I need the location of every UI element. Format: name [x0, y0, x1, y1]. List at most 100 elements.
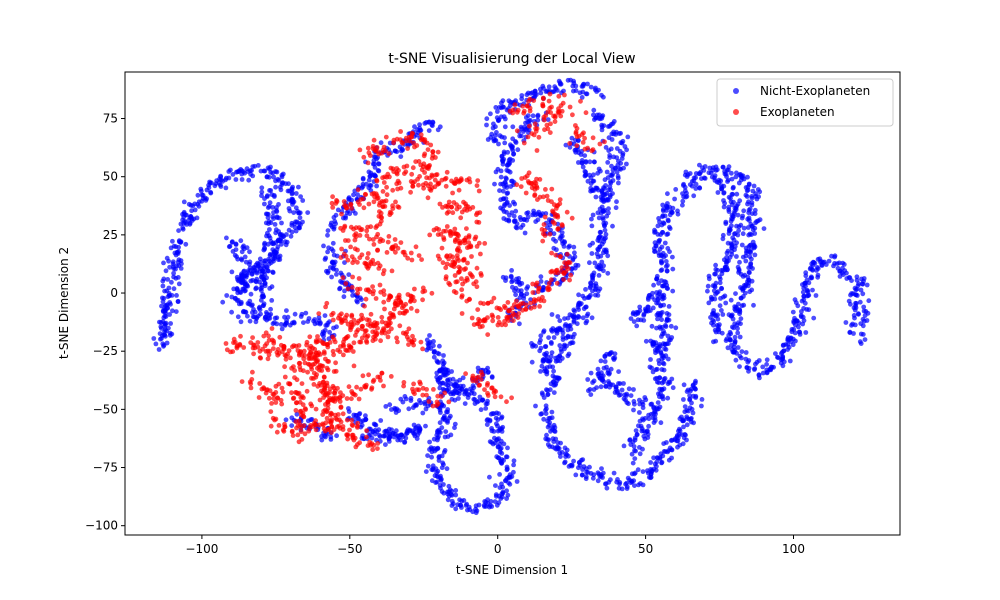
- data-point: [588, 370, 594, 376]
- data-point: [582, 135, 587, 141]
- data-point: [489, 299, 494, 305]
- data-point: [363, 413, 368, 419]
- data-point: [659, 386, 665, 392]
- data-point: [548, 340, 554, 345]
- data-point: [510, 311, 516, 316]
- data-point: [364, 228, 370, 234]
- data-point: [687, 397, 692, 403]
- data-point: [366, 169, 372, 175]
- data-point: [457, 239, 462, 244]
- data-point: [170, 238, 175, 244]
- data-point: [531, 98, 537, 103]
- data-point: [538, 86, 543, 92]
- data-point: [430, 467, 436, 473]
- data-point: [624, 161, 629, 167]
- data-point: [492, 499, 498, 504]
- data-point: [282, 424, 288, 430]
- data-point: [804, 277, 810, 283]
- data-point: [409, 339, 414, 344]
- data-point: [732, 321, 738, 327]
- data-point: [502, 135, 507, 141]
- data-point: [587, 285, 593, 291]
- data-point: [538, 333, 544, 339]
- data-point: [532, 193, 537, 199]
- data-point: [169, 279, 174, 285]
- data-point: [369, 441, 375, 446]
- data-point: [504, 176, 509, 182]
- data-point: [662, 279, 667, 284]
- data-point: [257, 256, 263, 262]
- data-point: [864, 282, 870, 288]
- data-point: [220, 299, 226, 305]
- data-point: [269, 401, 274, 406]
- data-point: [378, 338, 383, 344]
- data-point: [330, 248, 336, 254]
- data-point: [790, 309, 796, 315]
- data-point: [416, 182, 421, 188]
- data-point: [621, 443, 627, 449]
- data-point: [742, 285, 747, 291]
- data-point: [404, 430, 410, 436]
- data-point: [589, 315, 595, 321]
- data-point: [395, 433, 401, 438]
- data-point: [349, 422, 355, 428]
- data-point: [651, 455, 656, 461]
- data-point: [299, 311, 305, 317]
- data-point: [343, 335, 349, 341]
- data-point: [712, 284, 718, 290]
- data-point: [374, 178, 380, 184]
- data-point: [435, 429, 440, 435]
- data-point: [406, 326, 412, 332]
- data-point: [731, 325, 736, 331]
- data-point: [754, 196, 760, 202]
- data-point: [316, 311, 322, 316]
- data-point: [737, 307, 742, 313]
- data-point: [360, 373, 366, 379]
- data-point: [733, 174, 739, 180]
- data-point: [854, 274, 860, 280]
- data-point: [163, 322, 168, 327]
- data-point: [586, 294, 592, 300]
- data-point: [408, 298, 414, 303]
- data-point: [392, 237, 398, 242]
- data-point: [604, 197, 609, 202]
- data-point: [655, 400, 661, 405]
- data-point: [436, 434, 441, 439]
- data-point: [815, 274, 821, 280]
- data-point: [665, 395, 671, 401]
- data-point: [846, 275, 852, 280]
- data-point: [746, 210, 752, 216]
- data-point: [241, 169, 246, 175]
- data-point: [230, 249, 236, 254]
- data-point: [498, 445, 504, 451]
- data-point: [324, 342, 330, 347]
- data-point: [360, 175, 366, 181]
- data-point: [669, 335, 675, 340]
- data-point: [309, 366, 315, 372]
- data-point: [375, 441, 381, 446]
- data-point: [350, 349, 356, 354]
- data-point: [498, 205, 503, 211]
- data-point: [664, 268, 670, 274]
- data-point: [388, 374, 394, 379]
- data-point: [543, 403, 549, 409]
- data-point: [498, 307, 504, 313]
- data-point: [323, 304, 328, 310]
- data-point: [709, 297, 714, 302]
- data-point: [656, 216, 661, 221]
- data-point: [593, 115, 598, 121]
- data-point: [341, 251, 347, 257]
- data-point: [294, 377, 300, 383]
- data-point: [402, 171, 407, 177]
- data-point: [729, 243, 735, 249]
- data-point: [537, 194, 543, 200]
- data-point: [687, 393, 692, 398]
- data-point: [322, 351, 327, 356]
- data-point: [259, 185, 265, 191]
- data-point: [413, 244, 419, 250]
- data-point: [543, 411, 549, 416]
- data-point: [563, 322, 569, 327]
- data-point: [163, 314, 169, 319]
- data-point: [749, 194, 755, 199]
- data-point: [175, 275, 181, 280]
